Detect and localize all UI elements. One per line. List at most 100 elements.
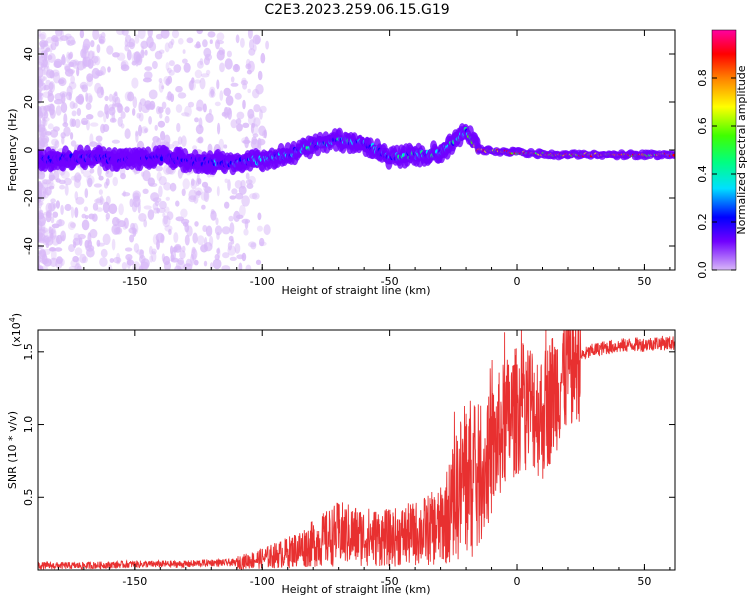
- spectrogram-speckle: [53, 202, 57, 209]
- spectrogram-speckle: [216, 186, 220, 197]
- spectrogram-speckle: [85, 114, 94, 120]
- spectrogram-speckle: [209, 39, 213, 44]
- spectrogram-speckle: [240, 79, 248, 86]
- spectrogram-speckle: [245, 264, 252, 270]
- spectrogram-speckle: [165, 107, 171, 115]
- spectrogram-speckle: [81, 213, 87, 219]
- spectrogram-speckle: [89, 228, 98, 239]
- spectrogram-speckle: [151, 251, 157, 263]
- spectrogram-speckle: [173, 232, 179, 243]
- spectrogram-speckle: [181, 135, 187, 147]
- spectrogram-speckle: [133, 243, 140, 253]
- spectrogram-speckle: [38, 266, 42, 270]
- spectrogram-speckle: [69, 39, 76, 46]
- spectrogram-speckle: [49, 257, 58, 267]
- spectrogram-speckle: [38, 124, 42, 131]
- spectrogram-speckle: [123, 217, 129, 229]
- spectrogram-speckle: [214, 253, 220, 261]
- spectrogram-speckle: [151, 248, 157, 255]
- spectrogram-speckle: [166, 211, 174, 221]
- spectrogram-speckle: [68, 244, 75, 253]
- spectrogram-speckle: [97, 110, 104, 118]
- spectrogram-speckle: [79, 30, 85, 39]
- snr-frame: [37, 329, 676, 571]
- spectrogram-speckle: [148, 89, 158, 100]
- spectrogram-speckle: [156, 171, 162, 181]
- spectrogram-speckle: [63, 126, 71, 137]
- spectrogram-speckle: [255, 259, 262, 265]
- spectrogram-speckle: [175, 104, 183, 113]
- spectrogram-speckle: [106, 45, 114, 55]
- figure-title: C2E3.2023.259.06.15.G19: [264, 2, 449, 18]
- spectrogram-speckle: [61, 136, 65, 145]
- spectrogram-speckle: [251, 192, 260, 200]
- spectrogram-speckle: [42, 43, 50, 52]
- spectrogram-speckle: [55, 256, 63, 265]
- colorbar: [711, 29, 737, 271]
- spectrogram-speckle: [218, 47, 224, 56]
- spectrogram-speckle: [69, 101, 76, 110]
- spectrogram-speckle: [131, 77, 139, 89]
- spectrogram-speckle: [97, 242, 105, 247]
- spectrogram-speckle: [175, 200, 180, 207]
- spectrogram-speckle: [194, 221, 199, 227]
- spectrogram-speckle: [215, 39, 220, 50]
- spectrogram-speckle: [152, 136, 160, 143]
- spectrogram-speckle: [177, 257, 185, 265]
- spectrogram-speckle: [73, 241, 77, 249]
- spectrogram-speckle: [74, 263, 82, 270]
- x-tick-label: 50: [637, 275, 651, 288]
- spectrogram-speckle: [42, 76, 48, 81]
- snr-xlabel: Height of straight line (km): [281, 583, 430, 596]
- spectrogram-speckle: [121, 262, 127, 270]
- spectrogram-speckle: [205, 225, 213, 237]
- spectrogram-speckle: [158, 49, 165, 54]
- spectrogram-speckle: [88, 95, 93, 103]
- spectrogram-speckle: [143, 219, 148, 228]
- spectrogram-speckle: [138, 265, 143, 270]
- spectrogram-speckle: [251, 123, 256, 128]
- colorbar-ticks: 0.0 0.2 0.4 0.6 0.8: [696, 69, 736, 279]
- spectrogram-speckle: [59, 184, 66, 190]
- spectrogram-speckle: [210, 209, 215, 215]
- spectrogram-speckle: [221, 226, 231, 235]
- spectrogram-speckle: [43, 111, 49, 119]
- spectrogram-speckle: [177, 136, 183, 145]
- spectrogram-speckle: [219, 90, 224, 101]
- spectrogram-speckle: [239, 204, 246, 217]
- spectrogram-speckle: [38, 67, 44, 79]
- spectrogram-speckle: [163, 215, 169, 225]
- spectrogram-speckle: [38, 231, 44, 240]
- spectrogram-speckle: [169, 182, 177, 192]
- spectrogram-speckle: [154, 200, 160, 207]
- spectrogram-speckle: [53, 60, 62, 68]
- spectrogram-speckle: [46, 210, 52, 218]
- spectrogram-speckle: [205, 69, 211, 75]
- spectrogram-speckle: [48, 226, 52, 234]
- spectrogram-speckle: [204, 186, 213, 194]
- spectrogram-speckle: [147, 177, 155, 187]
- spectrogram-speckle: [212, 258, 222, 270]
- spectrogram-speckle: [132, 96, 138, 109]
- spectrogram-speckle: [195, 41, 201, 49]
- spectrogram-speckle: [114, 96, 121, 108]
- spectrogram-speckle: [95, 70, 104, 76]
- spectrogram-speckle: [43, 186, 47, 199]
- spectrogram-speckle: [79, 253, 87, 264]
- spectrogram-speckle: [168, 60, 175, 67]
- spectrogram-speckle: [144, 128, 148, 133]
- spectrogram-speckle: [132, 108, 136, 116]
- spectrogram-speckle: [94, 55, 101, 66]
- spectrogram-speckle: [154, 124, 158, 131]
- spectrogram-speckle: [132, 261, 141, 270]
- spectrogram-speckle: [66, 91, 72, 101]
- spectrogram-speckle: [127, 91, 135, 102]
- spectrogram-speckle: [250, 242, 257, 250]
- spectrogram-speckle: [221, 111, 227, 117]
- spectrogram-speckle: [81, 117, 88, 125]
- spectrogram-speckle: [99, 257, 108, 267]
- spectrogram-speckle: [199, 77, 206, 90]
- spectrogram-speckle: [97, 165, 102, 177]
- spectrogram-speckle: [158, 185, 163, 198]
- spectrogram-speckle: [221, 265, 231, 270]
